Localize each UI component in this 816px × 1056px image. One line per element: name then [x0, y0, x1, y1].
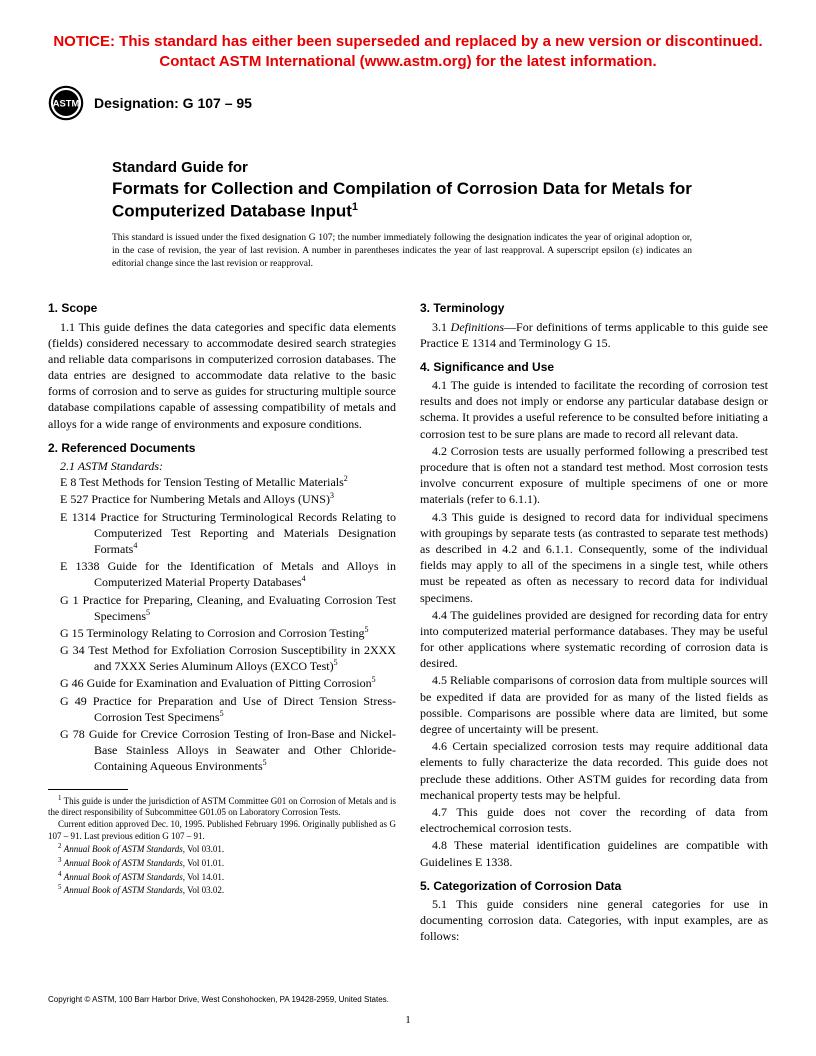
para-4-6: 4.6 Certain specialized corrosion tests … [420, 738, 768, 803]
ref-item: G 34 Test Method for Exfoliation Corrosi… [48, 642, 396, 674]
body-columns: 1. Scope 1.1 This guide defines the data… [48, 292, 768, 945]
para-4-2: 4.2 Corrosion tests are usually performe… [420, 443, 768, 508]
title-pre: Standard Guide for [112, 159, 702, 178]
significance-heading: 4. Significance and Use [420, 359, 768, 375]
scope-heading: 1. Scope [48, 300, 396, 316]
para-5-1: 5.1 This guide considers nine general ca… [420, 896, 768, 945]
ref-item: G 1 Practice for Preparing, Cleaning, an… [48, 592, 396, 624]
categorization-heading: 5. Categorization of Corrosion Data [420, 878, 768, 894]
page-number: 1 [0, 1014, 816, 1026]
title-block: Standard Guide for Formats for Collectio… [112, 159, 702, 222]
notice-banner: NOTICE: This standard has either been su… [48, 32, 768, 71]
footnote: 4 Annual Book of ASTM Standards, Vol 14.… [48, 870, 396, 884]
para-4-7: 4.7 This guide does not cover the record… [420, 804, 768, 836]
title-main-text: Formats for Collection and Compilation o… [112, 179, 692, 220]
astm-standards-subhead: 2.1 ASTM Standards: [48, 458, 396, 474]
notice-line1: NOTICE: This standard has either been su… [53, 33, 762, 50]
para-4-8: 4.8 These material identification guidel… [420, 837, 768, 869]
ref-item: G 46 Guide for Examination and Evaluatio… [48, 675, 396, 691]
footnote: Current edition approved Dec. 10, 1995. … [48, 819, 396, 842]
para-4-3: 4.3 This guide is designed to record dat… [420, 509, 768, 606]
ref-item: E 1338 Guide for the Identification of M… [48, 558, 396, 590]
title-sup: 1 [352, 201, 358, 213]
footnote: 2 Annual Book of ASTM Standards, Vol 03.… [48, 842, 396, 856]
footnote: 3 Annual Book of ASTM Standards, Vol 01.… [48, 856, 396, 870]
footnote: 5 Annual Book of ASTM Standards, Vol 03.… [48, 883, 396, 897]
designation-label: Designation: G 107 – 95 [94, 95, 252, 111]
refdocs-heading: 2. Referenced Documents [48, 440, 396, 456]
notice-line2: Contact ASTM International (www.astm.org… [159, 53, 656, 70]
issuance-note: This standard is issued under the fixed … [112, 232, 692, 270]
ref-item: E 8 Test Methods for Tension Testing of … [48, 474, 396, 490]
term-3-1: 3.1 Definitions—For definitions of terms… [420, 319, 768, 351]
header-row: ASTM Designation: G 107 – 95 [48, 85, 768, 121]
ref-item: G 15 Terminology Relating to Corrosion a… [48, 625, 396, 641]
para-4-4: 4.4 The guidelines provided are designed… [420, 607, 768, 672]
ref-item: E 1314 Practice for Structuring Terminol… [48, 509, 396, 558]
ref-item: E 527 Practice for Numbering Metals and … [48, 491, 396, 507]
scope-1-1: 1.1 This guide defines the data categori… [48, 319, 396, 432]
copyright-line: Copyright © ASTM, 100 Barr Harbor Drive,… [48, 995, 389, 1004]
para-4-5: 4.5 Reliable comparisons of corrosion da… [420, 672, 768, 737]
right-column: 3. Terminology 3.1 Definitions—For defin… [420, 292, 768, 945]
svg-text:ASTM: ASTM [53, 99, 80, 109]
para-4-1: 4.1 The guide is intended to facilitate … [420, 377, 768, 442]
left-column: 1. Scope 1.1 This guide defines the data… [48, 292, 396, 945]
footnote: 1 This guide is under the jurisdiction o… [48, 794, 396, 819]
ref-item: G 78 Guide for Crevice Corrosion Testing… [48, 726, 396, 775]
footnote-rule [48, 789, 128, 790]
astm-logo-icon: ASTM [48, 85, 84, 121]
title-main: Formats for Collection and Compilation o… [112, 178, 702, 222]
terminology-heading: 3. Terminology [420, 300, 768, 316]
ref-item: G 49 Practice for Preparation and Use of… [48, 693, 396, 725]
